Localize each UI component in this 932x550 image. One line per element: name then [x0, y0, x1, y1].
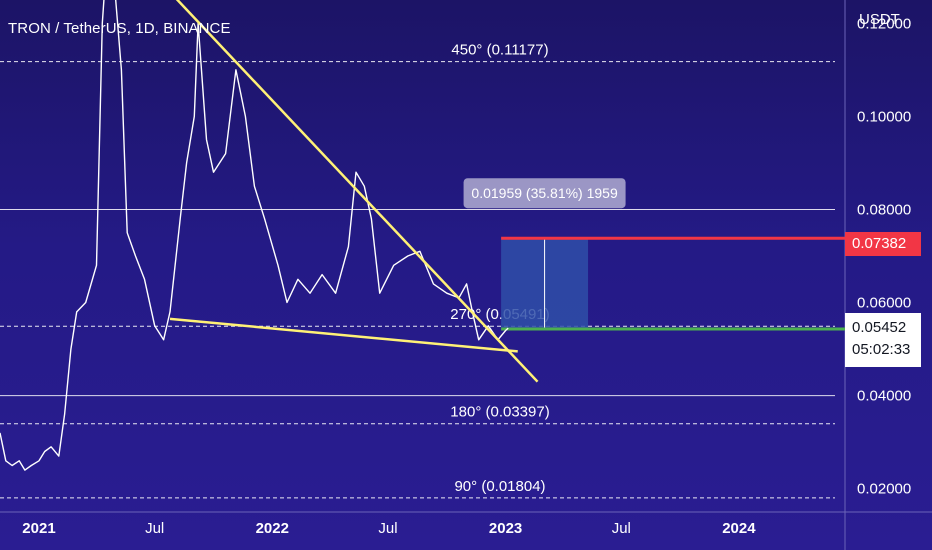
gann-level-label: 450° (0.11177): [451, 42, 548, 59]
gann-level-label: 90° (0.01804): [454, 478, 545, 495]
target-price-tag: 0.07382: [845, 232, 921, 256]
trendline-lower: [169, 317, 518, 353]
price-tick-label: 0.02000: [857, 481, 911, 498]
price-tick-label: 0.06000: [857, 295, 911, 312]
time-tick-label: Jul: [612, 520, 631, 537]
time-tick-label: 2022: [256, 520, 289, 537]
position-info-box: [463, 178, 626, 209]
price-tick-label: 0.04000: [857, 388, 911, 405]
position-info-text: 0.01959 (35.81%) 1959: [471, 185, 618, 201]
currency-unit: USDT: [859, 11, 900, 28]
time-tick-label: Jul: [145, 520, 164, 537]
time-tick-label: 2021: [22, 520, 55, 537]
bar-countdown: 05:02:33: [852, 341, 911, 358]
time-tick-label: 2024: [722, 520, 756, 537]
gann-level-label: 180° (0.03397): [450, 404, 549, 421]
price-tick-label: 0.12000: [857, 15, 911, 32]
trendline-upper: [175, 0, 539, 383]
price-tick-label: 0.08000: [857, 201, 911, 218]
price-tick-label: 0.10000: [857, 108, 911, 125]
price-series-line: [0, 0, 509, 471]
last-price-tag: 0.05452 05:02:33: [845, 313, 921, 367]
time-tick-label: Jul: [378, 520, 397, 537]
last-price-value: 0.05452: [852, 319, 907, 336]
time-tick-label: 2023: [489, 520, 522, 537]
symbol-title[interactable]: TRON / TetherUS, 1D, BINANCE: [8, 20, 231, 37]
